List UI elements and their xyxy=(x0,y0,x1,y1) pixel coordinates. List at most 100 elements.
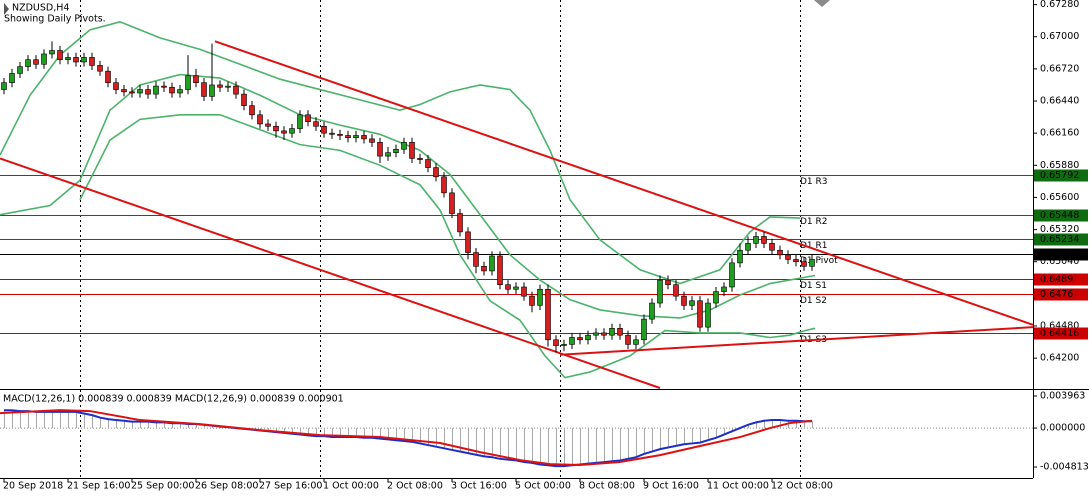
candle-body xyxy=(681,295,687,306)
candle-body xyxy=(433,167,439,178)
candle-body xyxy=(97,65,103,72)
candle-body xyxy=(497,255,503,285)
candle-body xyxy=(81,57,87,63)
candle-body xyxy=(505,284,511,290)
macd-line xyxy=(4,409,813,468)
x-tick-label: 2 Oct 08:00 xyxy=(387,481,443,492)
candle-body xyxy=(737,249,743,264)
y-tick-label: 0.000000 xyxy=(1040,423,1085,434)
candle-body xyxy=(641,318,647,341)
candle-body xyxy=(769,243,775,251)
bollinger-band xyxy=(0,20,801,285)
y-tick-label: -0.004813 xyxy=(1040,462,1089,473)
candle-body xyxy=(553,339,559,346)
candle-body xyxy=(585,334,591,341)
candle-body xyxy=(57,50,63,60)
candle-body xyxy=(353,135,359,139)
subtitle: Showing Daily Pivots. xyxy=(4,14,106,25)
y-tick-label: 0.66440 xyxy=(1040,96,1079,107)
candle-body xyxy=(297,114,303,129)
macd-panel xyxy=(0,409,1033,468)
candle-body xyxy=(633,339,639,345)
pivot-label: D1 S2 xyxy=(800,296,827,306)
bollinger-band xyxy=(0,73,816,319)
pivot-price-label: 0.65792 xyxy=(1040,170,1079,181)
trend-line xyxy=(214,40,1034,326)
candle-body xyxy=(793,259,799,263)
candle-body xyxy=(65,57,71,60)
candle-body xyxy=(169,86,175,94)
candle-body xyxy=(713,291,719,304)
candle-body xyxy=(121,89,127,93)
candle-body xyxy=(145,89,151,95)
x-tick-label: 11 Oct 00:00 xyxy=(707,481,769,492)
x-tick-label: 26 Sep 08:00 xyxy=(195,481,258,492)
symbol-title: NZDUSD,H4 xyxy=(12,3,69,14)
candle-body xyxy=(521,286,527,297)
y-tick-label: 0.65880 xyxy=(1040,160,1079,171)
x-tick-label: 27 Sep 16:00 xyxy=(259,481,322,492)
candle-body xyxy=(697,300,703,328)
x-tick-label: 9 Oct 16:00 xyxy=(643,481,699,492)
candle-body xyxy=(425,159,431,168)
candle-body xyxy=(313,121,319,127)
candle-body xyxy=(657,279,663,304)
x-tick-label: 12 Oct 08:00 xyxy=(771,481,833,492)
candle-body xyxy=(409,142,415,159)
candle-body xyxy=(89,57,95,66)
candle-body xyxy=(185,75,191,90)
candle-body xyxy=(705,302,711,328)
candle-body xyxy=(281,130,287,134)
y-tick-label: 0.66720 xyxy=(1040,63,1079,74)
candle-body xyxy=(113,82,119,90)
candle-body xyxy=(17,66,23,74)
candle-body xyxy=(729,262,735,288)
candle-body xyxy=(777,249,783,256)
candle-body xyxy=(465,231,471,253)
y-tick-label: 0.65600 xyxy=(1040,192,1079,203)
candle-body xyxy=(809,259,815,267)
candle-body xyxy=(329,132,335,135)
candle-body xyxy=(161,85,167,88)
candle-body xyxy=(217,84,223,88)
candle-body xyxy=(721,286,727,292)
candle-body xyxy=(41,53,47,65)
pivot-price-box xyxy=(1034,248,1088,261)
candle-body xyxy=(177,89,183,94)
x-tick-label: 21 Sep 16:00 xyxy=(67,481,130,492)
expert-icon xyxy=(4,3,9,15)
y-tick-label: 0.64200 xyxy=(1040,353,1079,364)
pivot-label: D1 R3 xyxy=(800,177,828,187)
candle-body xyxy=(73,57,79,63)
pivot-price-label: 0.65104 xyxy=(1040,249,1079,260)
candle-body xyxy=(761,236,767,244)
x-tick-label: 8 Oct 08:00 xyxy=(579,481,635,492)
y-tick-label: 0.65040 xyxy=(1040,256,1079,267)
y-tick-label: 0.67280 xyxy=(1040,0,1079,10)
candle-body xyxy=(273,125,279,132)
trend-line xyxy=(559,326,1034,356)
candle-body xyxy=(129,91,135,94)
candle-body xyxy=(241,93,247,106)
x-tick-label: 20 Sep 2018 xyxy=(3,481,63,492)
candle-body xyxy=(617,328,623,336)
candle-body xyxy=(625,334,631,345)
x-tick-label: 3 Oct 16:00 xyxy=(451,481,507,492)
candle-body xyxy=(449,192,455,214)
candle-body xyxy=(513,286,519,290)
candle-body xyxy=(577,337,583,341)
candle-body xyxy=(33,59,39,65)
candle-body xyxy=(489,255,495,272)
y-tick-label: 0.64480 xyxy=(1040,321,1079,332)
candle-body xyxy=(209,84,215,97)
candle-body xyxy=(257,114,263,125)
candle-body xyxy=(337,134,343,136)
pivot-label: D1 Pivot xyxy=(800,256,838,266)
pivot-price-box xyxy=(1034,169,1088,182)
pivot-price-label: 0.6489 xyxy=(1040,274,1073,285)
candle-body xyxy=(561,344,567,346)
candle-body xyxy=(601,332,607,336)
candle-body xyxy=(569,337,575,345)
candle-body xyxy=(441,176,447,194)
